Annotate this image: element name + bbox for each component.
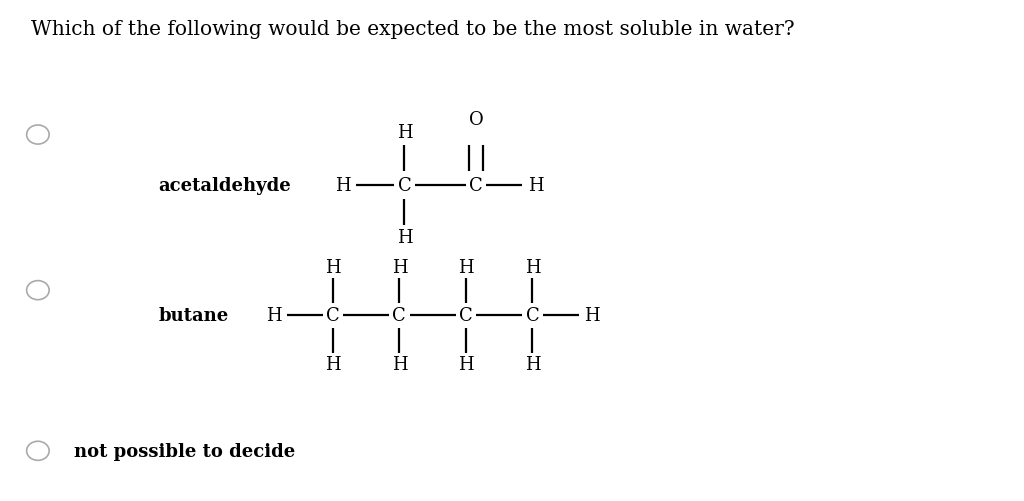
Text: H: H xyxy=(335,176,351,194)
Text: acetaldehyde: acetaldehyde xyxy=(159,176,292,194)
Text: H: H xyxy=(584,307,600,325)
Text: H: H xyxy=(527,176,544,194)
Text: C: C xyxy=(525,307,540,325)
Text: H: H xyxy=(391,258,408,276)
Text: H: H xyxy=(325,258,341,276)
Text: butane: butane xyxy=(159,307,229,325)
Text: H: H xyxy=(524,355,541,373)
Text: C: C xyxy=(392,307,407,325)
Text: C: C xyxy=(397,176,412,194)
Text: C: C xyxy=(469,176,483,194)
Text: H: H xyxy=(524,258,541,276)
Text: not possible to decide: not possible to decide xyxy=(74,442,295,460)
Text: H: H xyxy=(325,355,341,373)
Text: H: H xyxy=(458,258,474,276)
Text: O: O xyxy=(469,111,483,129)
Text: C: C xyxy=(459,307,473,325)
Text: Which of the following would be expected to be the most soluble in water?: Which of the following would be expected… xyxy=(31,20,795,39)
Text: H: H xyxy=(396,124,413,142)
Text: H: H xyxy=(391,355,408,373)
Text: H: H xyxy=(396,229,413,247)
Text: H: H xyxy=(458,355,474,373)
Text: C: C xyxy=(326,307,340,325)
Text: H: H xyxy=(265,307,282,325)
